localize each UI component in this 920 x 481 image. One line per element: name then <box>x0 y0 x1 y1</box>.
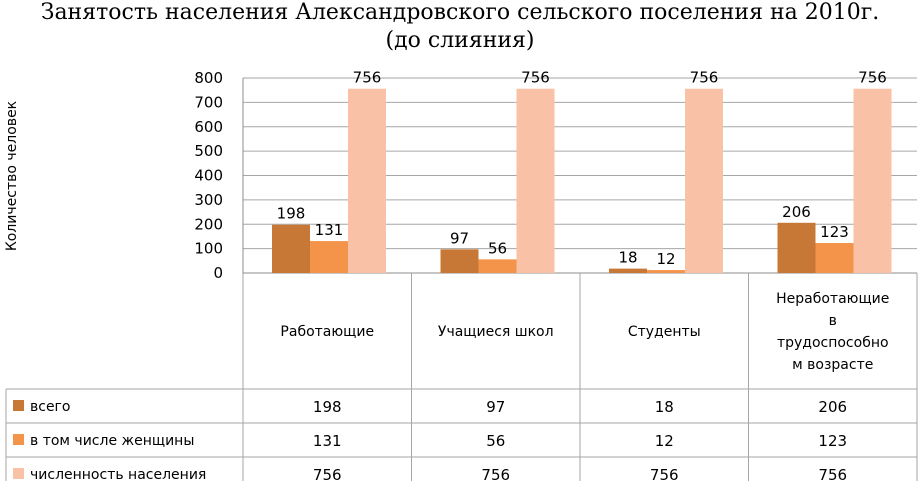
table-cell: 123 <box>818 432 847 450</box>
bar <box>647 270 685 273</box>
y-tick-label: 600 <box>194 118 223 136</box>
y-tick-label: 700 <box>194 93 223 111</box>
data-label: 756 <box>521 69 550 87</box>
table-cell: 12 <box>655 432 674 450</box>
bar <box>609 268 647 273</box>
chart-title: Занятость населения Александровского сел… <box>41 0 880 25</box>
data-label: 756 <box>690 69 719 87</box>
y-tick-label: 100 <box>194 240 223 258</box>
table-cell: 756 <box>313 466 342 481</box>
legend-swatch <box>13 434 24 445</box>
bar <box>815 243 854 273</box>
data-label: 206 <box>782 203 811 221</box>
y-tick-label: 300 <box>194 191 223 209</box>
chart-subtitle: (до слияния) <box>386 28 535 53</box>
bar <box>853 88 892 273</box>
category-label: Учащиеся школ <box>438 324 554 340</box>
category-label: Неработающие <box>776 291 889 307</box>
category-label: Работающие <box>280 324 374 340</box>
data-label: 123 <box>820 223 849 241</box>
data-label: 131 <box>315 221 344 239</box>
bar <box>440 249 479 273</box>
table-cell: 756 <box>481 466 510 481</box>
table-cell: 198 <box>313 398 342 416</box>
legend-entry: в том числе женщины <box>30 433 194 449</box>
y-tick-label: 0 <box>213 264 223 282</box>
data-label: 756 <box>353 69 382 87</box>
data-label: 97 <box>450 229 469 247</box>
bar <box>685 88 723 273</box>
table-cell: 56 <box>486 432 505 450</box>
bar <box>478 259 517 273</box>
category-label: Студенты <box>628 324 701 340</box>
data-label: 18 <box>618 249 637 267</box>
y-axis-label: Количество человек <box>4 101 20 251</box>
y-tick-labels: 0 100 200 300 400 500 600 700 800 <box>194 69 223 282</box>
data-label: 198 <box>277 205 306 223</box>
category-label: в <box>829 313 837 329</box>
y-tick-label: 800 <box>194 69 223 87</box>
y-tick-label: 400 <box>194 167 223 185</box>
data-labels: 198 97 18 206 131 56 12 123 756 756 756 756 <box>277 69 887 268</box>
table-cell: 206 <box>818 398 847 416</box>
legend-entry: всего <box>30 399 70 415</box>
data-label: 756 <box>858 69 887 87</box>
bar <box>516 88 555 273</box>
table-cell: 97 <box>486 398 505 416</box>
category-label: м возрасте <box>792 357 873 373</box>
y-tick-label: 200 <box>194 215 223 233</box>
legend-entry: численность населения <box>30 467 206 481</box>
bar <box>777 222 816 273</box>
table-cell: 756 <box>818 466 847 481</box>
data-label: 56 <box>488 239 507 257</box>
legend-swatch <box>13 468 24 479</box>
table-cell: 18 <box>655 398 674 416</box>
legend-swatch <box>13 400 24 411</box>
y-tick-label: 500 <box>194 142 223 160</box>
bar <box>348 88 386 273</box>
table-cell: 756 <box>650 466 679 481</box>
bar <box>310 241 348 273</box>
table-cell: 131 <box>313 432 342 450</box>
bars <box>272 88 892 273</box>
category-label: трудоспособно <box>777 335 889 351</box>
data-table: Работающие Учащиеся школ Студенты Неработаю… <box>5 273 918 481</box>
bar <box>272 224 310 273</box>
data-label: 12 <box>656 250 675 268</box>
